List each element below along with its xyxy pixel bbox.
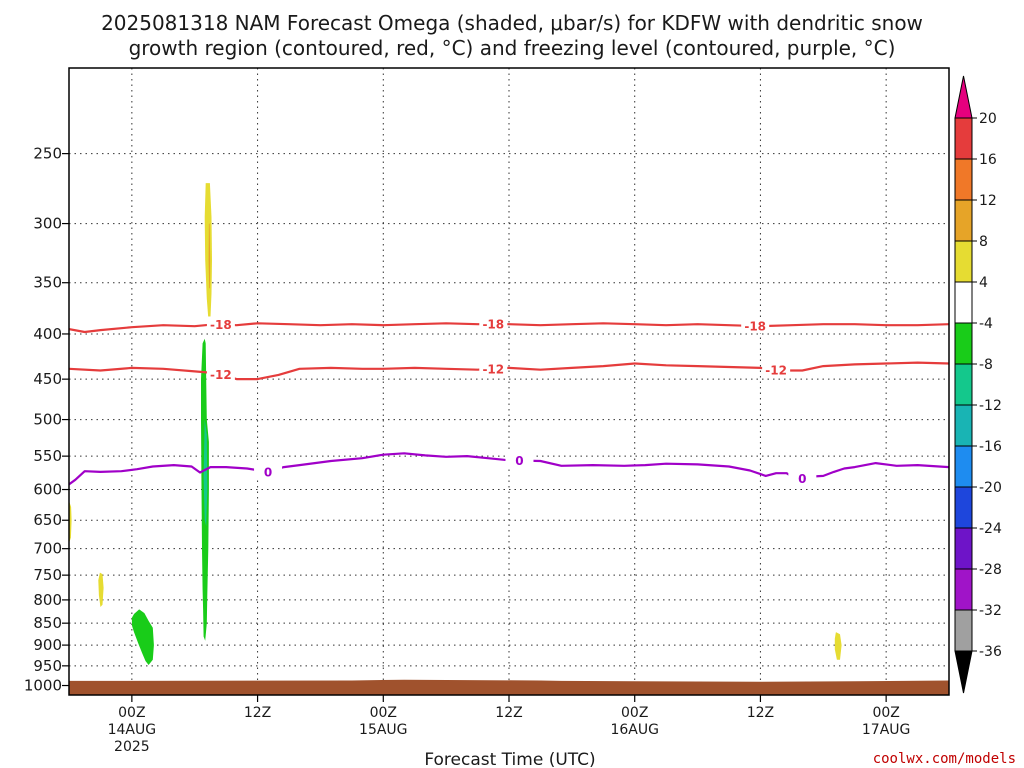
x-tick-label: 00Z [621, 705, 648, 721]
x-tick-label: 12Z [244, 705, 271, 721]
colorbar-swatch [954, 486, 973, 529]
omega-shading [69, 183, 949, 695]
colorbar-swatch [954, 158, 973, 201]
colorbar-label: 16 [979, 152, 997, 168]
colorbar-label: -28 [979, 562, 1002, 578]
x-tick-label: 00Z [872, 705, 899, 721]
x-tick-label: 17AUG [862, 722, 911, 738]
colorbar-swatch [954, 322, 973, 365]
colorbar-label: 12 [979, 193, 997, 209]
colorbar-label: 8 [979, 234, 988, 250]
x-tick-label: 14AUG [108, 722, 157, 738]
y-tick-label: 750 [33, 566, 62, 584]
y-tick-label: 700 [33, 540, 62, 558]
colorbar-swatch [954, 445, 973, 488]
chart-title-line1: 2025081318 NAM Forecast Omega (shaded, μ… [101, 11, 923, 35]
y-tick-label: 350 [33, 274, 62, 292]
omega-region-4 [834, 632, 842, 660]
x-tick-label: 12Z [495, 705, 522, 721]
y-tick-label: 1000 [24, 677, 62, 695]
x-tick-label: 16AUG [610, 722, 659, 738]
y-tick-label: 400 [33, 325, 62, 343]
colorbar-top-arrow [954, 75, 973, 119]
y-tick-label: 550 [33, 447, 62, 465]
contour-lines: -18 -18 -18 -12 -12 -12 0 0 0 [69, 316, 949, 486]
chart-title-line2: growth region (contoured, red, °C) and f… [129, 36, 896, 60]
colorbar-label: -32 [979, 603, 1002, 619]
y-tick-label: 250 [33, 145, 62, 163]
colorbar-swatch [954, 527, 973, 570]
omega-region--8 [203, 419, 208, 527]
y-tick-label: 650 [33, 511, 62, 529]
x-axis-label: Forecast Time (UTC) [424, 750, 595, 768]
contour-label: 0 [515, 454, 523, 468]
x-tick-label: 15AUG [359, 722, 408, 738]
y-tick-label: 850 [33, 614, 62, 632]
colorbar-label: -36 [979, 644, 1002, 660]
contour-label: -18 [744, 320, 766, 334]
colorbar-label: -12 [979, 398, 1002, 414]
y-axis-ticks: 250 300 350 400 450 500 550 600 650 700 750 800 850 9… [24, 145, 69, 695]
colorbar: 20 16 12 8 4 -4 -8 -12 -16 -20 -24 -28 -32 -36 [954, 75, 1002, 694]
y-tick-label: 800 [33, 591, 62, 609]
colorbar-label: -24 [979, 521, 1002, 537]
omega-region-4 [98, 572, 104, 607]
x-tick-label: 12Z [747, 705, 774, 721]
colorbar-label: 4 [979, 275, 988, 291]
contour-label: -12 [765, 363, 787, 377]
colorbar-label: 20 [979, 111, 997, 127]
y-tick-label: 900 [33, 636, 62, 654]
x-tick-label: 00Z [370, 705, 397, 721]
colorbar-label: -4 [979, 316, 993, 332]
omega-region-8 [208, 223, 211, 289]
credit-text: coolwx.com/models [873, 751, 1016, 767]
colorbar-swatch [954, 568, 973, 611]
colorbar-label: -20 [979, 480, 1002, 496]
y-tick-label: 450 [33, 370, 62, 388]
colorbar-label: -16 [979, 439, 1002, 455]
colorbar-swatch [954, 199, 973, 242]
contour-label: 0 [264, 465, 272, 479]
colorbar-swatch [954, 117, 973, 160]
y-tick-label: 300 [33, 215, 62, 233]
x-tick-label: 2025 [114, 739, 150, 755]
contour-label: -12 [482, 362, 504, 376]
colorbar-swatch [954, 609, 973, 652]
ground-surface [69, 679, 949, 695]
x-tick-label: 00Z [118, 705, 145, 721]
contour-label: -12 [210, 368, 232, 382]
contour-label: 0 [798, 472, 806, 486]
contour-label: -18 [482, 318, 504, 332]
colorbar-swatch [954, 281, 973, 324]
colorbar-label: -8 [979, 357, 993, 373]
omega-region--4 [131, 609, 154, 665]
y-tick-label: 500 [33, 411, 62, 429]
contour-label: -18 [210, 318, 232, 332]
colorbar-swatch [954, 240, 973, 283]
colorbar-swatch [954, 404, 973, 447]
colorbar-bottom-arrow [954, 650, 973, 694]
y-tick-label: 600 [33, 481, 62, 499]
y-tick-label: 950 [33, 657, 62, 675]
contour-line--18 [69, 322, 949, 334]
omega-region-4 [204, 183, 212, 327]
colorbar-swatch [954, 363, 973, 406]
